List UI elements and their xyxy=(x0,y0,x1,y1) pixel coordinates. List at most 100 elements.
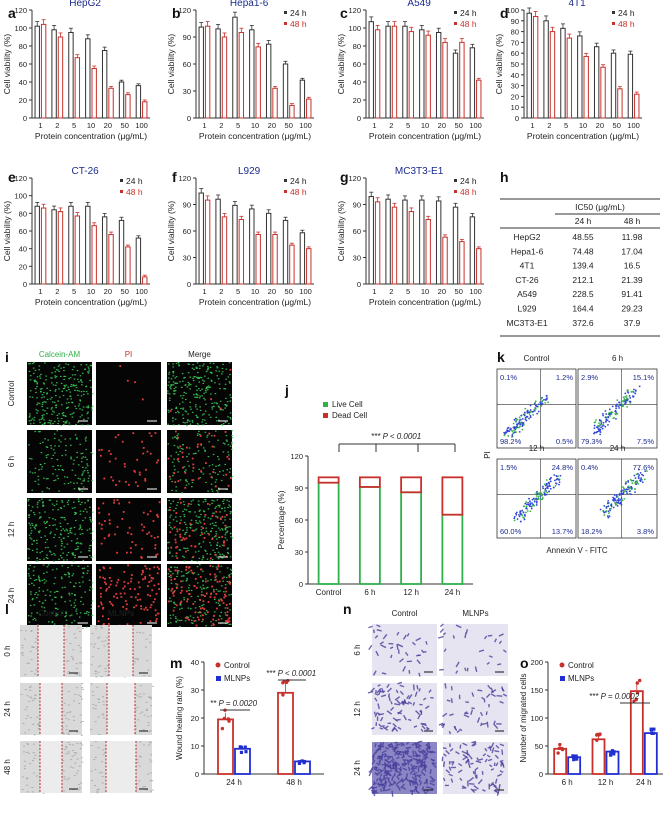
green-cell xyxy=(219,511,221,513)
stained-cell xyxy=(468,776,475,782)
green-cell xyxy=(87,411,89,413)
green-cell xyxy=(197,516,200,518)
green-cell xyxy=(63,537,65,539)
stained-cell xyxy=(391,757,395,762)
flow-event xyxy=(533,504,536,507)
red-cell xyxy=(224,595,227,597)
flow-event xyxy=(527,501,529,504)
stained-cell xyxy=(375,778,379,782)
green-cell xyxy=(37,501,39,503)
green-cell xyxy=(217,599,220,601)
green-cell xyxy=(35,524,38,526)
green-cell xyxy=(190,500,193,502)
green-cell xyxy=(41,394,44,396)
bar-24h xyxy=(402,199,408,285)
panel-letter-o: o xyxy=(520,655,529,671)
green-cell xyxy=(229,532,232,535)
green-cell xyxy=(29,604,32,607)
stained-cell xyxy=(408,759,413,764)
stained-cell xyxy=(462,742,468,747)
stained-cell xyxy=(476,757,480,761)
stained-cell xyxy=(486,661,490,665)
red-cell xyxy=(180,589,183,592)
flow-event xyxy=(613,498,616,501)
green-cell xyxy=(38,419,41,421)
green-cell xyxy=(206,553,208,555)
wound-gap xyxy=(40,683,62,735)
green-cell xyxy=(61,612,63,614)
green-cell xyxy=(82,471,85,473)
green-cell xyxy=(40,468,43,470)
cell-texture xyxy=(143,675,146,677)
flow-event xyxy=(615,407,618,410)
bar-48h xyxy=(476,248,482,285)
x-tick-label: 10 xyxy=(87,287,95,296)
green-cell xyxy=(81,490,84,492)
flow-event xyxy=(599,429,601,432)
green-cell xyxy=(223,388,225,390)
green-cell xyxy=(231,441,233,443)
red-cell xyxy=(156,566,159,568)
legend-swatch-24h xyxy=(454,11,457,14)
green-cell xyxy=(196,416,199,418)
green-cell xyxy=(188,571,190,573)
bar-48h xyxy=(306,248,312,285)
cell-texture xyxy=(143,786,146,788)
red-cell xyxy=(140,523,143,526)
green-cell xyxy=(202,424,205,426)
green-cell xyxy=(33,526,36,528)
green-cell xyxy=(60,541,63,543)
stained-cell xyxy=(464,667,467,672)
red-cell xyxy=(116,499,119,501)
stained-cell xyxy=(501,749,504,755)
green-cell xyxy=(198,388,200,390)
bar-24h xyxy=(135,85,142,119)
stained-cell xyxy=(370,687,376,693)
flow-event xyxy=(538,403,540,406)
cell-texture xyxy=(75,772,78,774)
green-cell xyxy=(44,610,46,612)
green-cell xyxy=(170,600,172,602)
green-cell xyxy=(205,422,207,424)
green-cell xyxy=(29,415,31,417)
green-cell xyxy=(89,516,91,519)
cell-texture xyxy=(104,670,107,672)
red-cell xyxy=(123,585,126,588)
flow-event xyxy=(549,480,552,483)
green-cell xyxy=(220,585,223,587)
x-tick-label: 2 xyxy=(55,287,59,296)
green-cell xyxy=(76,456,78,458)
green-cell xyxy=(206,586,209,588)
red-cell xyxy=(209,573,212,576)
stained-cell xyxy=(452,635,455,639)
green-cell xyxy=(71,564,73,567)
green-cell xyxy=(54,545,57,547)
stained-cell xyxy=(377,703,380,710)
flow-event xyxy=(521,514,524,516)
stained-cell xyxy=(397,786,401,791)
red-cell xyxy=(150,576,153,579)
green-cell xyxy=(43,477,45,479)
green-cell xyxy=(50,457,53,460)
flow-event xyxy=(540,492,543,495)
green-cell xyxy=(186,421,189,423)
green-cell xyxy=(27,557,30,559)
flow-event xyxy=(622,404,625,407)
green-cell xyxy=(63,387,66,390)
y-axis-label: Wound healing rate (%) xyxy=(175,676,184,760)
stained-cell xyxy=(398,767,402,772)
cell-texture xyxy=(25,778,28,780)
red-cell xyxy=(198,618,200,621)
wound-col-label: Control xyxy=(38,609,64,618)
flow-event xyxy=(533,408,536,411)
stained-cell xyxy=(455,751,460,755)
green-cell xyxy=(69,377,72,379)
cell-texture xyxy=(71,749,74,751)
bar-24h xyxy=(435,32,442,119)
stained-cell xyxy=(448,766,452,771)
red-cell xyxy=(156,461,158,464)
red-cell xyxy=(195,624,198,627)
green-cell xyxy=(62,469,65,471)
cell-texture xyxy=(30,659,33,661)
green-cell xyxy=(167,390,169,392)
